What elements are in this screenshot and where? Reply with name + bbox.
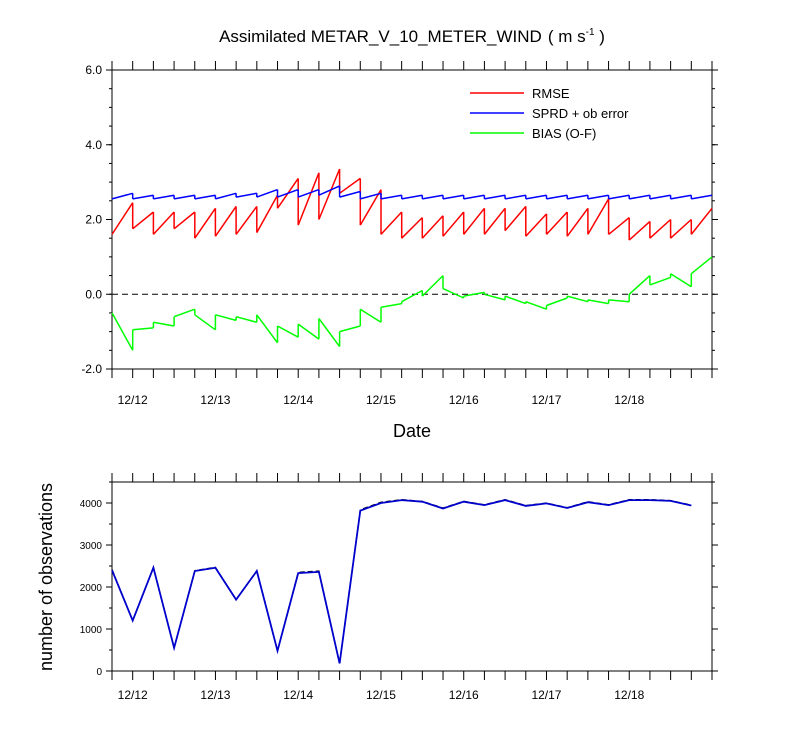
bottom-x-tick-label: 12/18 <box>614 688 644 702</box>
legend: RMSE SPRD + ob error BIAS (O-F) <box>470 86 629 141</box>
bottom-x-tick-label: 12/13 <box>200 688 230 702</box>
chart-title-main: Assimilated METAR_V_10_METER_WIND <box>219 27 542 46</box>
top-y-tick-label: 4.0 <box>85 138 102 152</box>
legend-label-rmse: RMSE <box>532 86 570 101</box>
top-y-tick-label: 2.0 <box>85 213 102 227</box>
bottom-y-tick-label: 3000 <box>80 541 103 552</box>
legend-label-bias: BIAS (O-F) <box>532 126 596 141</box>
y-axis-title-observations: number of observations <box>36 483 56 671</box>
bottom-x-tick-label: 12/15 <box>366 688 396 702</box>
bottom-y-tick-label: 0 <box>96 667 102 678</box>
top-panel: 6.0 4.0 2.0 0.0 -2.0 12/12 12/13 12/14 12/15 12/1… <box>81 61 718 407</box>
bottom-y-tick-label: 4000 <box>80 499 103 510</box>
bottom-frame <box>111 481 713 672</box>
bottom-x-tick-label: 12/14 <box>283 688 313 702</box>
top-series-rmse <box>111 168 713 241</box>
top-series-sprd-ob-error <box>111 185 713 200</box>
bottom-x-tick-label: 12/16 <box>449 688 479 702</box>
top-x-tick-label: 12/15 <box>366 393 396 407</box>
bottom-panel: 4000 3000 2000 1000 0 12/12 12/13 12/14 12/15 12/… <box>80 473 718 702</box>
top-x-tick-label: 12/13 <box>200 393 230 407</box>
bottom-y-tick-label: 1000 <box>80 625 103 636</box>
top-x-tick-label: 12/16 <box>449 393 479 407</box>
top-y-tick-label: 0.0 <box>85 287 102 301</box>
chart-title-units-sup: -1 <box>586 27 595 38</box>
top-y-tick-label: -2.0 <box>81 362 102 376</box>
chart-title-units-close: ) <box>595 27 605 46</box>
top-series-bias-o-f <box>111 256 713 351</box>
top-x-tick-label: 12/18 <box>614 393 644 407</box>
legend-label-sprd: SPRD + ob error <box>532 106 629 121</box>
x-axis-title: Date <box>393 421 431 441</box>
bottom-y-tick-label: 2000 <box>80 583 103 594</box>
bottom-x-tick-label: 12/12 <box>118 688 148 702</box>
top-x-tick-label: 12/12 <box>118 393 148 407</box>
top-y-tick-label: 6.0 <box>85 63 102 77</box>
chart-title: Assimilated METAR_V_10_METER_WIND ( m s-1… <box>219 27 605 46</box>
bottom-x-tick-label: 12/17 <box>531 688 561 702</box>
bottom-series-assimilated <box>111 499 692 664</box>
top-x-tick-label: 12/17 <box>531 393 561 407</box>
top-x-tick-label: 12/14 <box>283 393 313 407</box>
chart-title-units: ( m s <box>548 27 586 46</box>
bottom-series-possible <box>111 498 692 664</box>
